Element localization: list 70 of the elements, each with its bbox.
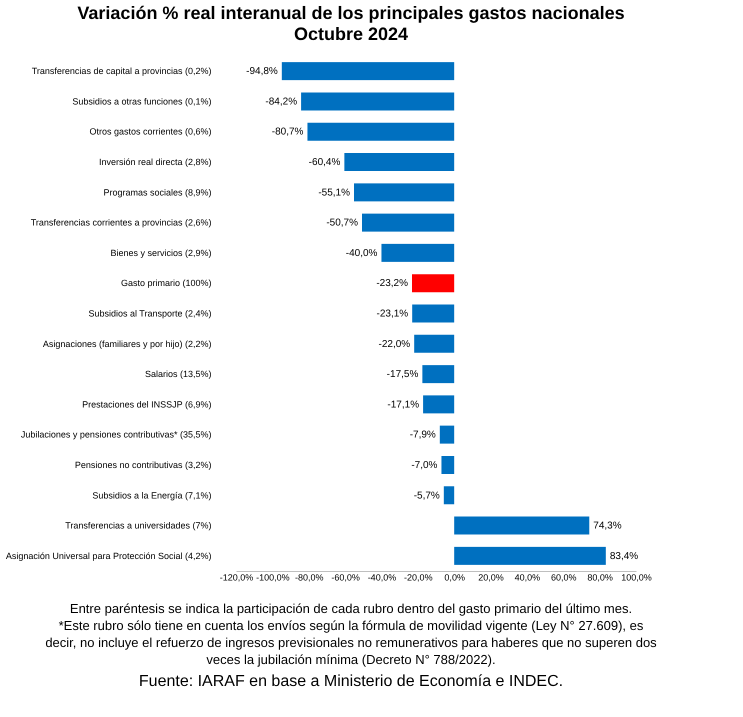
data-label: -17,1% xyxy=(387,399,420,410)
data-label: -80,7% xyxy=(272,126,304,138)
y-tick-label: Asignación Universal para Protección Social (4,2%) xyxy=(6,550,212,561)
bar xyxy=(362,214,454,232)
data-label: -84,2% xyxy=(265,96,298,108)
bar xyxy=(282,62,454,80)
bar xyxy=(414,334,454,353)
y-tick-label: Pensiones no contributivas (3,2%) xyxy=(74,460,212,470)
text: Entre paréntesis se indica la participación de cada rubro dentro del gasto primario del último mes. xyxy=(70,601,632,616)
x-tick-label: 80,0% xyxy=(587,572,613,582)
x-tick-label: 100,0% xyxy=(621,572,652,582)
bar xyxy=(381,244,454,262)
y-tick-label: Subsidios a otras funciones (0,1%) xyxy=(72,96,212,106)
y-tick-label: Programas sociales (8,9%) xyxy=(103,187,212,198)
y-tick-label: Transferencias de capital a provincias (0,2%) xyxy=(32,66,212,76)
text: *Este rubro sólo tiene en cuenta los envíos según la fórmula de movilidad vigente (Ley N° 27.609), es xyxy=(58,618,644,633)
x-tick-label: 60,0% xyxy=(551,572,577,582)
bar xyxy=(454,516,590,535)
data-label: -50,7% xyxy=(326,218,358,229)
bar xyxy=(422,365,454,384)
x-tick-label: -60,0% xyxy=(331,572,360,582)
y-tick-label: Otros gastos corrientes (0,6%) xyxy=(89,126,212,137)
bar xyxy=(344,153,454,172)
data-label: -7,9% xyxy=(410,430,436,441)
y-tick-label: Inversión real directa (2,8%) xyxy=(98,157,212,168)
data-label: -5,7% xyxy=(414,490,440,502)
bar xyxy=(423,395,454,414)
data-label: 74,3% xyxy=(593,520,622,532)
x-tick-label: -120,0% xyxy=(220,572,254,582)
data-label: -55,1% xyxy=(318,187,350,198)
chart-subtitle: Octubre 2024 xyxy=(294,24,408,44)
x-tick-label: -100,0% xyxy=(256,572,290,582)
bar xyxy=(301,92,454,110)
data-label: 83,4% xyxy=(610,550,638,562)
x-tick-label: 40,0% xyxy=(514,572,540,582)
data-label: -60,4% xyxy=(308,157,340,168)
y-tick-label: Transferencias corrientes a provincias (2,6%) xyxy=(30,218,212,228)
data-label: -94,8% xyxy=(246,66,278,78)
data-label: -23,2% xyxy=(376,278,408,290)
y-tick-label: Asignaciones (familiares y por hijo) (2,2%) xyxy=(42,338,212,349)
x-tick-label: -20,0% xyxy=(404,572,433,582)
y-tick-label: Subsidios al Transporte (2,4%) xyxy=(88,308,212,318)
bar xyxy=(412,274,454,292)
y-tick-label: Subsidios a la Energía (7,1%) xyxy=(92,490,212,500)
y-tick-label: Salarios (13,5%) xyxy=(144,369,212,380)
x-tick-label: -40,0% xyxy=(368,572,396,582)
y-tick-label: Prestaciones del INSSJP (6,9%) xyxy=(82,399,212,410)
source-note: Fuente: IARAF en base a Ministerio de Economía e INDEC. xyxy=(138,673,564,690)
data-label: -22,0% xyxy=(378,338,410,350)
chart-title: Variación % real interanual de los principales gastos nacionales xyxy=(77,3,625,23)
y-tick-label: Gasto primario (100%) xyxy=(120,278,212,288)
y-tick-label: Bienes y servicios (2,9%) xyxy=(110,248,212,258)
x-tick-label: 0,0% xyxy=(444,572,465,582)
y-tick-label: Transferencias a universidades (7%) xyxy=(65,520,212,531)
text: decir, no incluye el refuerzo de ingresos previsionales no remunerativos para haberes que no superen dos xyxy=(45,635,658,650)
bar xyxy=(412,304,454,322)
text: veces la jubilación mínima (Decreto N° 788/2022). xyxy=(206,652,496,667)
x-tick-label: -80,0% xyxy=(294,572,324,582)
bar xyxy=(354,183,454,202)
data-label: -7,0% xyxy=(411,460,438,471)
x-tick-label: 20,0% xyxy=(478,572,504,582)
bar xyxy=(444,486,454,504)
bar xyxy=(454,546,606,565)
data-label: -23,1% xyxy=(376,308,408,320)
bar xyxy=(440,426,454,444)
bar xyxy=(441,456,454,474)
data-label: -17,5% xyxy=(386,369,418,380)
data-label: -40,0% xyxy=(346,248,378,259)
y-tick-label: Jubilaciones y pensiones contributivas* (35,5%) xyxy=(20,430,212,440)
bar xyxy=(307,122,454,141)
